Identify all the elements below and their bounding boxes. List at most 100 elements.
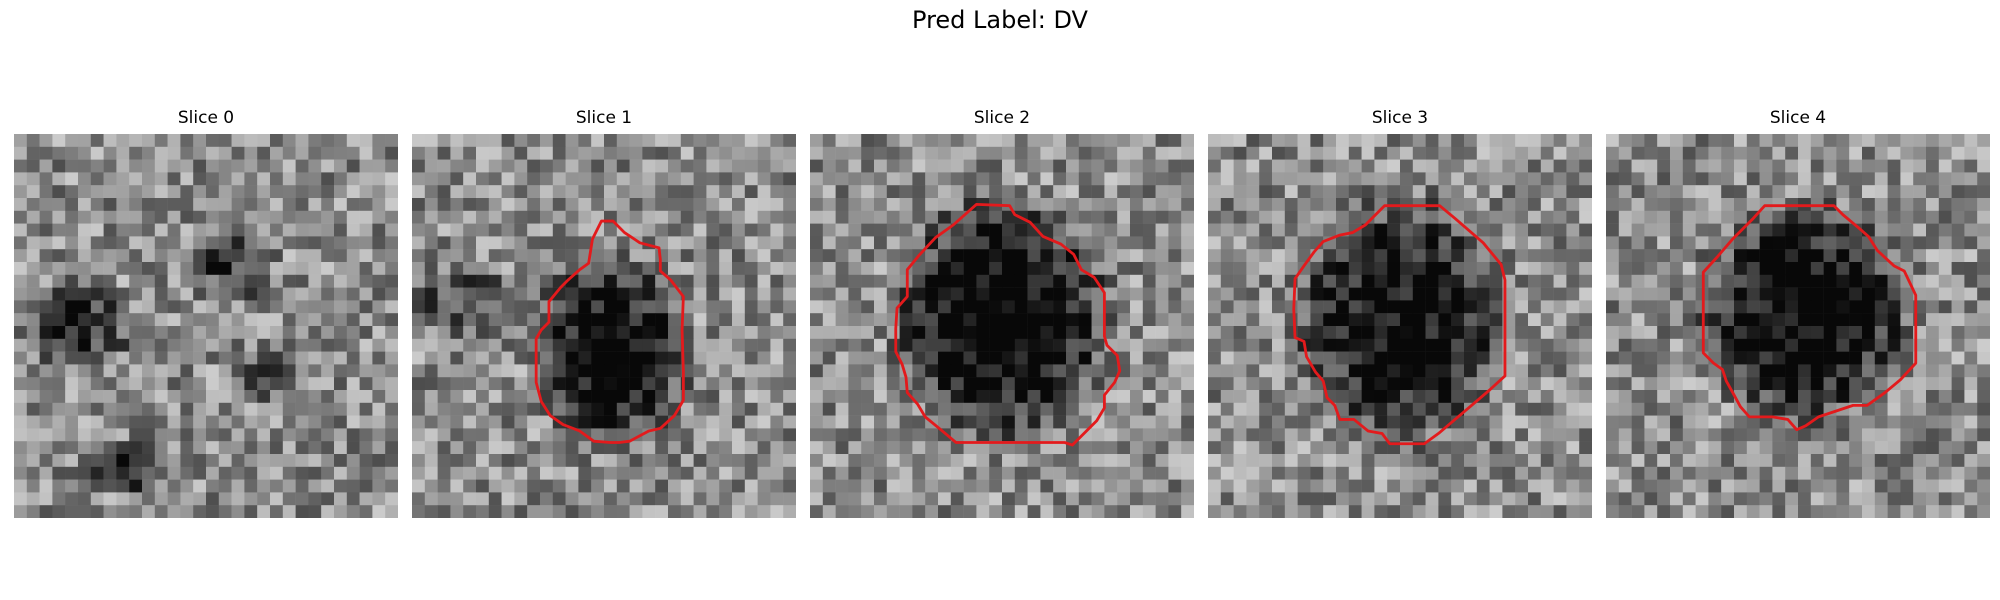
pixel	[810, 351, 824, 365]
pixel	[1412, 415, 1426, 429]
pixel	[129, 351, 143, 365]
pixel	[629, 223, 643, 237]
pixel	[1027, 454, 1041, 468]
pixel	[103, 249, 117, 263]
pixel	[1412, 300, 1426, 314]
pixel	[1155, 287, 1169, 301]
pixel	[540, 428, 554, 442]
pixel	[655, 223, 669, 237]
pixel	[78, 134, 92, 148]
pixel	[65, 185, 79, 199]
pixel	[39, 210, 53, 224]
pixel	[1502, 454, 1516, 468]
pixel	[193, 198, 207, 212]
pixel	[976, 300, 990, 314]
pixel	[193, 300, 207, 314]
pixel	[1566, 415, 1580, 429]
pixel	[1104, 287, 1118, 301]
pixel	[78, 505, 92, 518]
pixel	[1259, 377, 1273, 391]
pixel	[1772, 287, 1786, 301]
pixel	[1566, 338, 1580, 352]
pixel	[154, 364, 168, 378]
pixel	[52, 185, 66, 199]
pixel	[757, 466, 771, 480]
pixel	[1233, 479, 1247, 493]
pixel	[578, 274, 592, 288]
pixel	[1823, 262, 1837, 276]
pixel	[129, 249, 143, 263]
pixel	[1348, 159, 1362, 173]
pixel	[732, 326, 746, 340]
pixel	[308, 492, 322, 506]
pixel	[450, 134, 464, 148]
pixel	[1900, 236, 1914, 250]
pixel	[501, 146, 515, 160]
pixel	[706, 198, 720, 212]
pixel	[206, 134, 220, 148]
pixel	[1862, 172, 1876, 186]
pixel	[783, 185, 796, 199]
pixel	[257, 428, 271, 442]
pixel	[1644, 198, 1658, 212]
pixel	[359, 172, 373, 186]
pixel	[1900, 326, 1914, 340]
pixel	[14, 479, 28, 493]
pixel	[180, 351, 194, 365]
pixel	[78, 249, 92, 263]
slice-image-3	[1208, 134, 1592, 518]
pixel	[1297, 146, 1311, 160]
pixel	[346, 364, 360, 378]
pixel	[989, 262, 1003, 276]
pixel	[206, 326, 220, 340]
pixel	[26, 377, 40, 391]
pixel	[1721, 454, 1735, 468]
pixel	[1425, 364, 1439, 378]
pixel	[1438, 326, 1452, 340]
pixel	[706, 338, 720, 352]
pixel	[783, 159, 796, 173]
pixel	[732, 415, 746, 429]
pixel	[1553, 351, 1567, 365]
pixel	[989, 466, 1003, 480]
pixel	[1246, 300, 1260, 314]
pixel	[1027, 364, 1041, 378]
pixel	[963, 454, 977, 468]
pixel	[655, 159, 669, 173]
pixel	[154, 300, 168, 314]
pixel	[1168, 492, 1182, 506]
pixel	[1014, 466, 1028, 480]
pixel	[874, 313, 888, 327]
pixel	[1900, 338, 1914, 352]
pixel	[1297, 505, 1311, 518]
pixel	[1823, 223, 1837, 237]
pixel	[578, 159, 592, 173]
pixel	[1721, 326, 1735, 340]
pixel	[1553, 134, 1567, 148]
pixel	[938, 134, 952, 148]
pixel	[1708, 338, 1722, 352]
pixel	[52, 377, 66, 391]
pixel	[1874, 287, 1888, 301]
pixel	[950, 338, 964, 352]
pixel	[1734, 134, 1748, 148]
pixel	[1246, 454, 1260, 468]
pixel	[1746, 249, 1760, 263]
pixel	[874, 146, 888, 160]
pixel	[257, 377, 271, 391]
pixel	[385, 479, 398, 493]
pixel	[167, 300, 181, 314]
pixel	[142, 505, 156, 518]
pixel	[359, 492, 373, 506]
pixel	[116, 172, 130, 186]
pixel	[412, 326, 426, 340]
pixel	[848, 172, 862, 186]
pixel	[578, 223, 592, 237]
pixel	[668, 390, 682, 404]
pixel	[1657, 326, 1671, 340]
pixel	[282, 262, 296, 276]
pixel	[1464, 402, 1478, 416]
pixel	[1259, 198, 1273, 212]
pixel	[26, 236, 40, 250]
pixel	[668, 428, 682, 442]
